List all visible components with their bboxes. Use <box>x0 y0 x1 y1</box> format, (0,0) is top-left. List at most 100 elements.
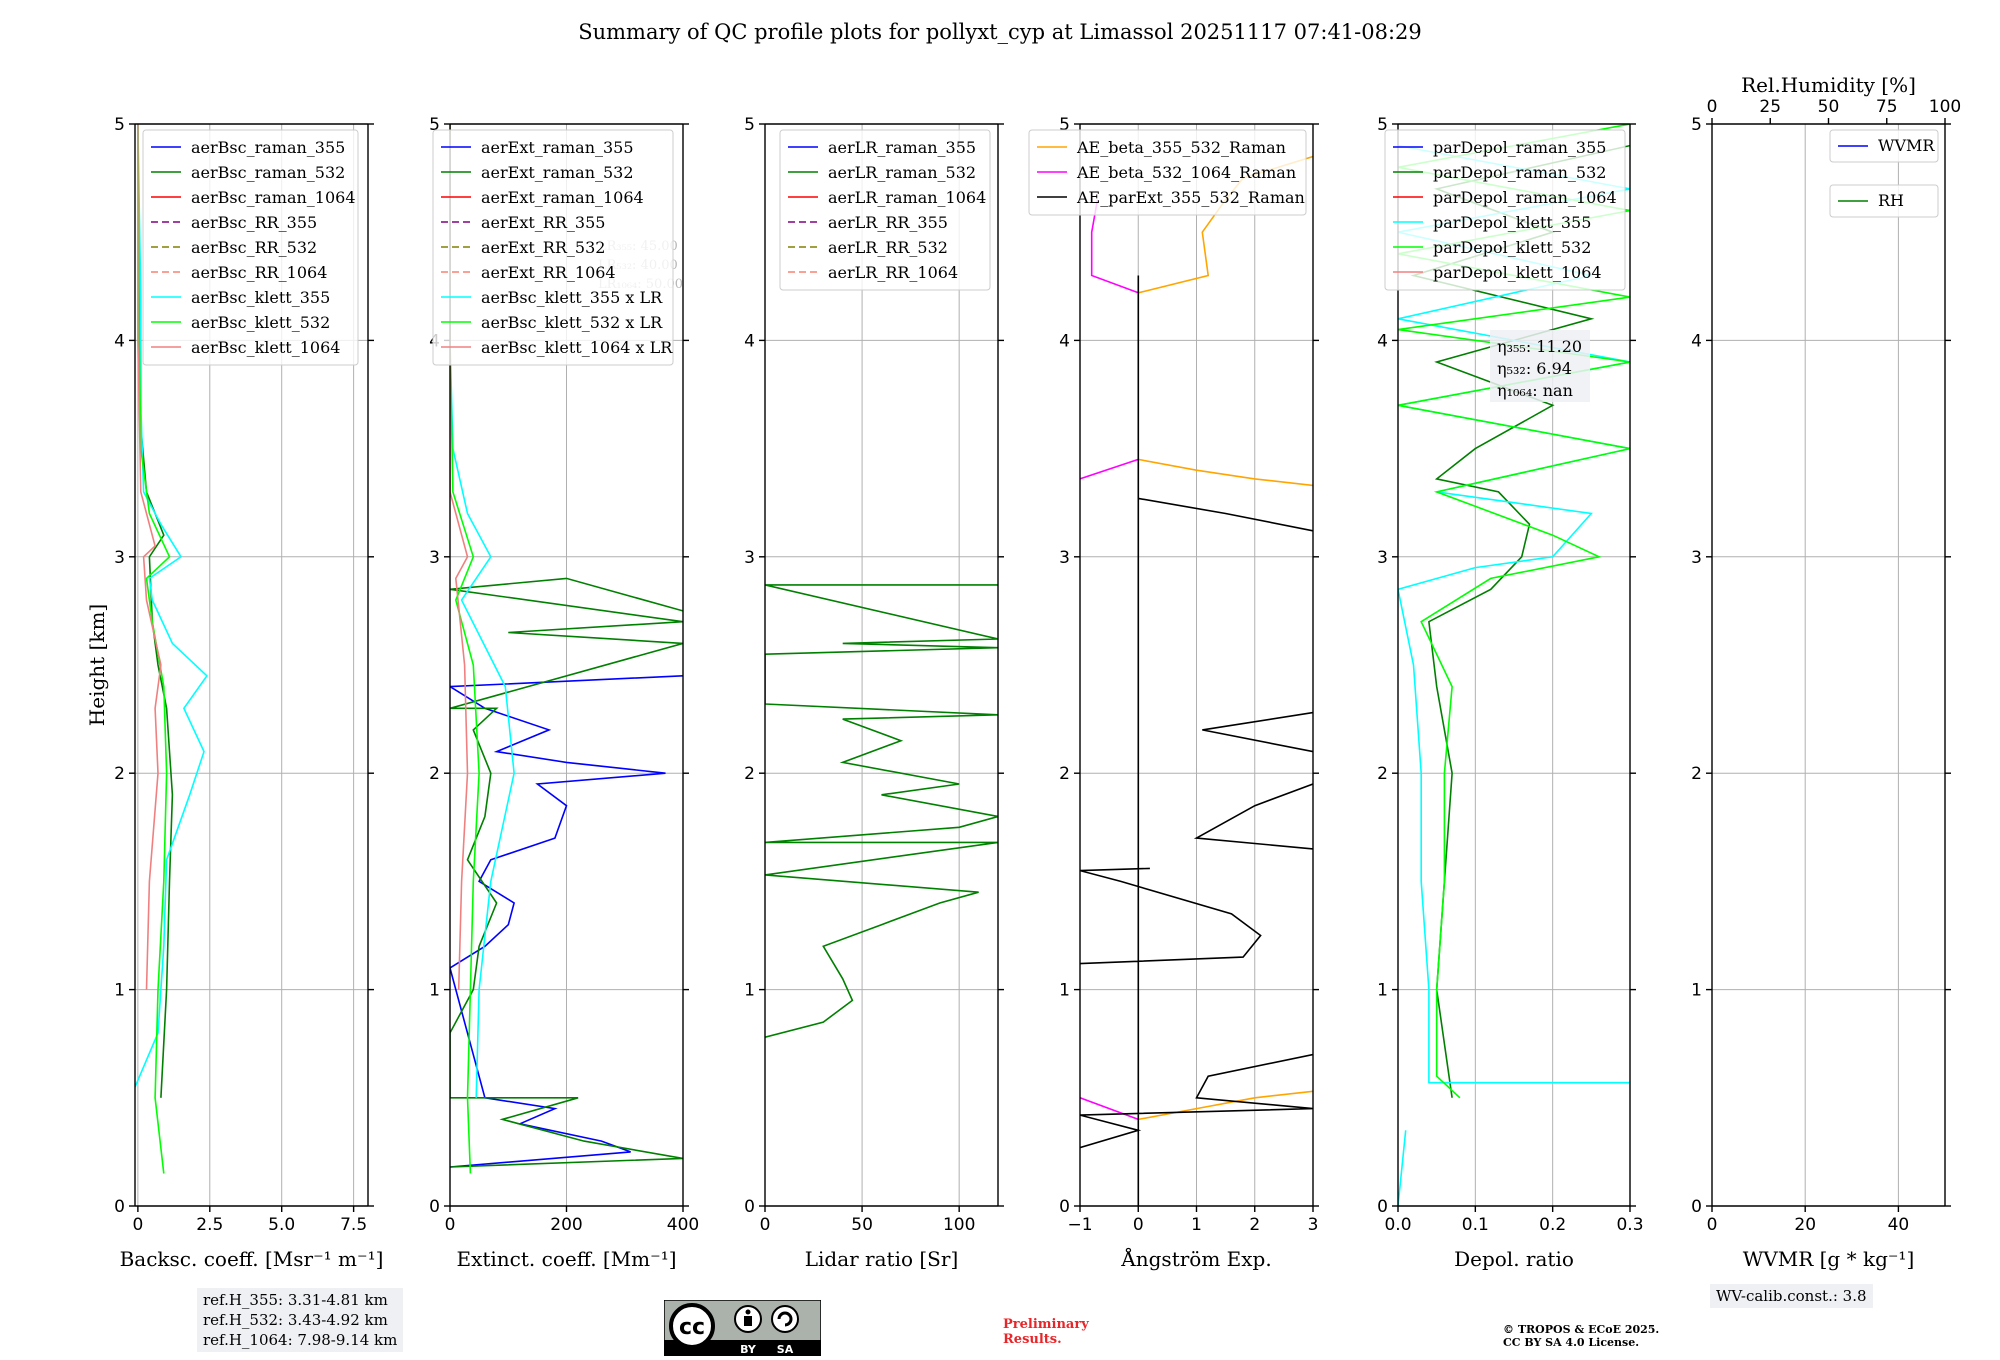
panel-3-legend-label-5: aerLR_RR_1064 <box>828 263 958 282</box>
preliminary-note: Preliminary Results. <box>1003 1317 1089 1347</box>
panel-1-legend-label-6: aerBsc_klett_355 <box>191 288 330 307</box>
panel-4-legend-box <box>1028 129 1307 216</box>
panel-2-ytick-label-0: 0 <box>429 1197 440 1217</box>
panel-6-legend-label-0: WVMR <box>1878 136 1935 155</box>
panel-6-x2tick-label-3: 75 <box>1876 97 1898 117</box>
by-icon-head <box>745 1309 751 1315</box>
panel-3-ytick-label-3: 3 <box>744 548 755 568</box>
panel-5-ytick-label-5: 5 <box>1377 115 1388 135</box>
by-icon-body <box>744 1316 752 1326</box>
panel-6-x2label: Rel.Humidity [%] <box>1741 73 1916 97</box>
preliminary-line-2: Results. <box>1003 1332 1062 1347</box>
panel-2-legend-label-3: aerExt_RR_355 <box>481 213 605 232</box>
wv-calib-text: WV-calib.const.: 3.8 <box>1716 1287 1867 1305</box>
panel-5-xtick-label-0: 0.0 <box>1384 1215 1411 1235</box>
panel-2-legend-label-6: aerBsc_klett_355 x LR <box>481 288 663 307</box>
panel-5-legend-box <box>1384 129 1626 291</box>
panel-6-xtick-label-2: 40 <box>1888 1215 1910 1235</box>
panel-1-legend-label-8: aerBsc_klett_1064 <box>191 338 340 357</box>
panel-2-legend-label-7: aerBsc_klett_532 x LR <box>481 313 663 332</box>
panel-5-eta-box <box>1490 330 1590 402</box>
panel-4-xtick-label-0: −1 <box>1067 1215 1092 1235</box>
panel-4-series-ae-parext-355-532-raman <box>1080 275 1313 1206</box>
ref-heights-box: ref.H_355: 3.31-4.81 km ref.H_532: 3.43-… <box>197 1288 404 1352</box>
sa-icon-arc <box>777 1311 793 1327</box>
panel-2-legend-label-5: aerExt_RR_1064 <box>481 263 616 282</box>
panel-5-ytick-label-0: 0 <box>1377 1197 1388 1217</box>
panel-2-ytick-label-3: 3 <box>429 548 440 568</box>
panel-4-ytick-label-1: 1 <box>1059 981 1070 1001</box>
panel-3-legend-label-3: aerLR_RR_355 <box>828 213 948 232</box>
panel-3-xlabel: Lidar ratio [Sr] <box>805 1247 959 1271</box>
panel-4-xtick-label-1: 0 <box>1133 1215 1144 1235</box>
panel-1-ytick-label-3: 3 <box>114 548 125 568</box>
panel-2-series-aerbsc-klett-1064-x-lr <box>450 124 469 990</box>
panel-3-xtick-label-2: 100 <box>943 1215 975 1235</box>
panel-1-series-aerbsc-klett-532 <box>137 124 171 1174</box>
panel-5-legend-label-1: parDepol_raman_532 <box>1433 163 1606 182</box>
panel-1-legend-label-0: aerBsc_raman_355 <box>191 138 345 157</box>
panel-6-x2tick-label-0: 0 <box>1707 97 1718 117</box>
panel-5-eta-annotation-0: η₃₅₅: 11.20 <box>1497 337 1582 356</box>
panel-2-legend-label-0: aerExt_raman_355 <box>481 138 634 157</box>
panel-6-legend-box-1 <box>1829 184 1939 218</box>
panel-5-ytick-label-3: 3 <box>1377 548 1388 568</box>
panel-1-legend-label-4: aerBsc_RR_532 <box>191 238 317 257</box>
panel-6-legend-label-1: RH <box>1878 191 1904 210</box>
panel-4-xlabel: Ångström Exp. <box>1120 1246 1271 1271</box>
panel-2-xlabel: Extinct. coeff. [Mm⁻¹] <box>456 1247 676 1271</box>
panel-6-ytick-label-0: 0 <box>1691 1197 1702 1217</box>
panel-2-xtick-label-2: 400 <box>667 1215 699 1235</box>
panel-4-xtick-label-3: 2 <box>1249 1215 1260 1235</box>
panel-4-ytick-label-3: 3 <box>1059 548 1070 568</box>
panel-2-legend-label-2: aerExt_raman_1064 <box>481 188 644 207</box>
panel-3-legend-box <box>779 129 991 291</box>
panel-3-ytick-label-4: 4 <box>744 331 755 351</box>
panel-5-xlabel: Depol. ratio <box>1454 1247 1574 1271</box>
panel-1-legend-label-5: aerBsc_RR_1064 <box>191 263 327 282</box>
panel-1-xtick-label-3: 7.5 <box>340 1215 367 1235</box>
panel-4-series-ae-beta-355-532-raman <box>1138 155 1313 1121</box>
sa-text: SA <box>777 1343 794 1356</box>
panel-5-series-pardepol-klett-355 <box>1398 144 1630 1206</box>
ref-height-1064: ref.H_1064: 7.98-9.14 km <box>203 1331 398 1349</box>
sa-icon <box>771 1305 799 1333</box>
panel-6-xtick-label-0: 0 <box>1707 1215 1718 1235</box>
panel-6-x2tick-label-1: 25 <box>1759 97 1781 117</box>
panel-1-legend-label-3: aerBsc_RR_355 <box>191 213 317 232</box>
panel-5-eta-annotation-1: η₅₃₂: 6.94 <box>1497 359 1572 378</box>
cc-text: cc <box>679 1315 705 1340</box>
panel-3-legend-label-0: aerLR_raman_355 <box>828 138 976 157</box>
wv-calib-box: WV-calib.const.: 3.8 <box>1710 1284 1873 1308</box>
panel-2-ytick-label-5: 5 <box>429 115 440 135</box>
panel-1-ytick-label-1: 1 <box>114 981 125 1001</box>
copyright-line-2: CC BY SA 4.0 License. <box>1503 1336 1640 1349</box>
panel-1-xtick-label-0: 0 <box>132 1215 143 1235</box>
panel-1-legend-label-2: aerBsc_raman_1064 <box>191 188 356 207</box>
panel-5-legend-label-4: parDepol_klett_532 <box>1433 238 1591 257</box>
panel-2-legend-label-1: aerExt_raman_532 <box>481 163 634 182</box>
panel-5-legend-label-0: parDepol_raman_355 <box>1433 138 1606 157</box>
panel-1-ytick-label-4: 4 <box>114 331 125 351</box>
cc-by-sa-badge: cc BY SA <box>664 1300 821 1356</box>
panel-5-legend-label-5: parDepol_klett_1064 <box>1433 263 1602 282</box>
by-text: BY <box>740 1343 757 1356</box>
copyright-line-1: © TROPOS & ECoE 2025. <box>1503 1323 1660 1336</box>
panel-4-ytick-label-4: 4 <box>1059 331 1070 351</box>
panel-6-xtick-label-1: 20 <box>1794 1215 1816 1235</box>
panel-2-xtick-label-1: 200 <box>550 1215 582 1235</box>
panel-4-ytick-label-5: 5 <box>1059 115 1070 135</box>
panel-2-ytick-label-1: 1 <box>429 981 440 1001</box>
panel-6-x2tick-label-2: 50 <box>1818 97 1840 117</box>
panel-2-legend-box <box>432 129 674 366</box>
panel-4-series-ae-beta-532-1064-raman <box>1080 199 1139 1121</box>
panel-3-ytick-label-5: 5 <box>744 115 755 135</box>
panel-5-ytick-label-1: 1 <box>1377 981 1388 1001</box>
panel-4-xtick-label-4: 3 <box>1308 1215 1319 1235</box>
panel-1-series-aerbsc-klett-355 <box>135 124 208 1088</box>
ref-height-532: ref.H_532: 3.43-4.92 km <box>203 1311 388 1329</box>
panel-4-ytick-label-0: 0 <box>1059 1197 1070 1217</box>
panel-4-legend-label-1: AE_beta_532_1064_Raman <box>1076 163 1296 182</box>
panel-5-ytick-label-2: 2 <box>1377 764 1388 784</box>
panel-4-xtick-label-2: 1 <box>1191 1215 1202 1235</box>
